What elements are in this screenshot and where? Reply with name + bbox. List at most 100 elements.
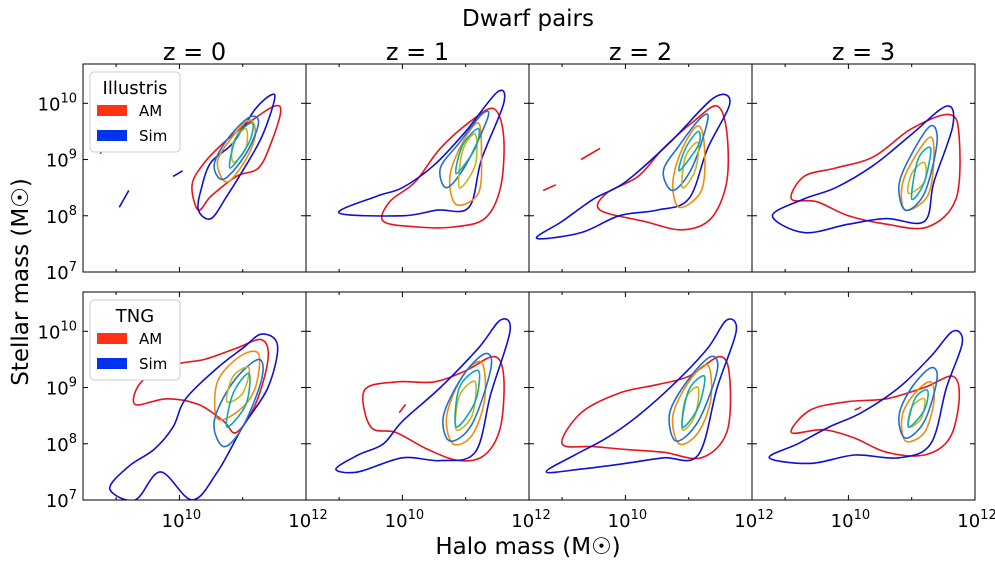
contour-middle-am [216,119,257,183]
x-tick-label: 1012 [957,508,995,532]
figure-title: Dwarf pairs [462,6,594,32]
legend-label-sim: Sim [139,127,167,145]
contour-fragment-am [854,406,862,411]
panel-background [306,292,529,500]
legends: Illustris AM Sim TNG AM Sim [89,71,181,381]
contour-inner-sim [910,146,932,201]
contour-fragment-am [542,184,557,192]
contour-outer-sim [535,93,731,240]
contour-outer-am [191,104,282,212]
column-titles: z = 0 z = 1 z = 2 z = 3 [163,38,895,66]
contour-middle-am [672,124,706,209]
legend-row-1: TNG AM Sim [89,299,181,381]
contour-middle-sim [898,124,939,212]
legend-swatch-sim [97,358,127,369]
contour-inner-sim [454,369,481,428]
x-tick-label: 1012 [511,508,550,532]
contour-inner-sim [677,130,701,172]
contour-outer-am [380,107,505,229]
legend-title: Illustris [103,78,168,99]
contour-inner-am [906,161,927,195]
contour-fragment-am [580,147,601,161]
y-tick-label: 1010 [38,319,77,343]
contour-inner-sim [228,122,254,169]
x-tick-label: 1010 [162,508,201,532]
panel-frame [751,63,976,273]
contour-inner-am [225,366,251,404]
contour-inner-sim [681,374,706,429]
panels [82,63,976,501]
y-tick-label: 109 [46,148,77,172]
contour-inner-sim [225,372,251,428]
legend-label-am: AM [139,330,162,348]
column-title-z3: z = 3 [832,38,895,66]
contour-outer-sim [771,105,955,234]
contour-outer-sim [768,329,964,465]
panel-r0-c3 [751,63,976,273]
x-tick-label: 1010 [608,508,647,532]
contour-outer-sim [108,333,279,500]
contour-inner-am [457,133,478,189]
contour-outer-am [362,355,505,462]
contour-outer-am [790,375,961,457]
legend-swatch-am [97,105,127,116]
panel-r0-c1 [305,63,530,273]
panel-r1-c2 [528,291,753,501]
contour-inner-am [454,380,477,432]
contour-middle-sim [213,115,260,181]
column-title-z1: z = 1 [386,38,449,66]
contour-fragment-sim [118,190,130,208]
contour-outer-sim [338,89,506,217]
contour-fragment-am [398,403,407,414]
contour-middle-am [445,360,487,446]
contour-middle-sim [668,355,719,442]
legend-title: TNG [115,306,154,327]
panel-r0-c2 [528,63,753,273]
x-tick-label: 1012 [288,508,327,532]
column-title-z0: z = 0 [163,38,226,66]
contour-middle-am [900,136,935,212]
y-tick-label: 1010 [38,91,77,115]
y-axis-label: Stellar mass (M☉) [8,178,34,386]
contour-outer-am [561,355,732,460]
x-tick-label: 1010 [831,508,870,532]
contour-middle-sim [662,113,709,192]
contour-outer-am [790,113,961,230]
y-tick-label: 107 [46,260,77,284]
contour-middle-sim [442,352,493,442]
contour-middle-sim [898,366,939,439]
y-tick-label: 109 [46,376,77,400]
contour-middle-am [671,363,713,446]
x-axis-label: Halo mass (M☉) [435,534,620,560]
panel-background [752,64,975,272]
legend-swatch-sim [97,130,127,141]
y-tick-label: 108 [46,204,77,228]
contour-middle-am [900,380,936,443]
legend-label-sim: Sim [139,355,167,373]
contour-outer-sim [545,318,738,474]
panel-background [306,64,529,272]
panel-background [529,64,752,272]
contour-outer-sim [197,93,276,220]
x-tick-label: 1010 [385,508,424,532]
contour-outer-am [596,105,730,231]
legend-swatch-am [97,333,127,344]
y-tick-label: 107 [46,488,77,512]
panel-background [752,292,975,500]
axes-ticks: 107 107 108 108 109 109 1010 1010 1010 1010 1010 10… [38,64,995,532]
panel-r1-c1 [305,291,530,501]
contour-middle-sim [213,358,264,448]
legend-label-am: AM [139,102,162,120]
column-title-z2: z = 2 [609,38,672,66]
y-tick-label: 108 [46,432,77,456]
contour-inner-sim [454,127,481,175]
panel-r1-c3 [751,291,976,501]
x-tick-label: 1012 [734,508,773,532]
contour-fragment-sim [172,170,184,178]
panel-background [529,292,752,500]
contour-middle-sim [439,110,490,189]
panel-frame [751,291,976,501]
contour-middle-am [213,350,261,421]
legend-row-0: Illustris AM Sim [89,71,181,153]
